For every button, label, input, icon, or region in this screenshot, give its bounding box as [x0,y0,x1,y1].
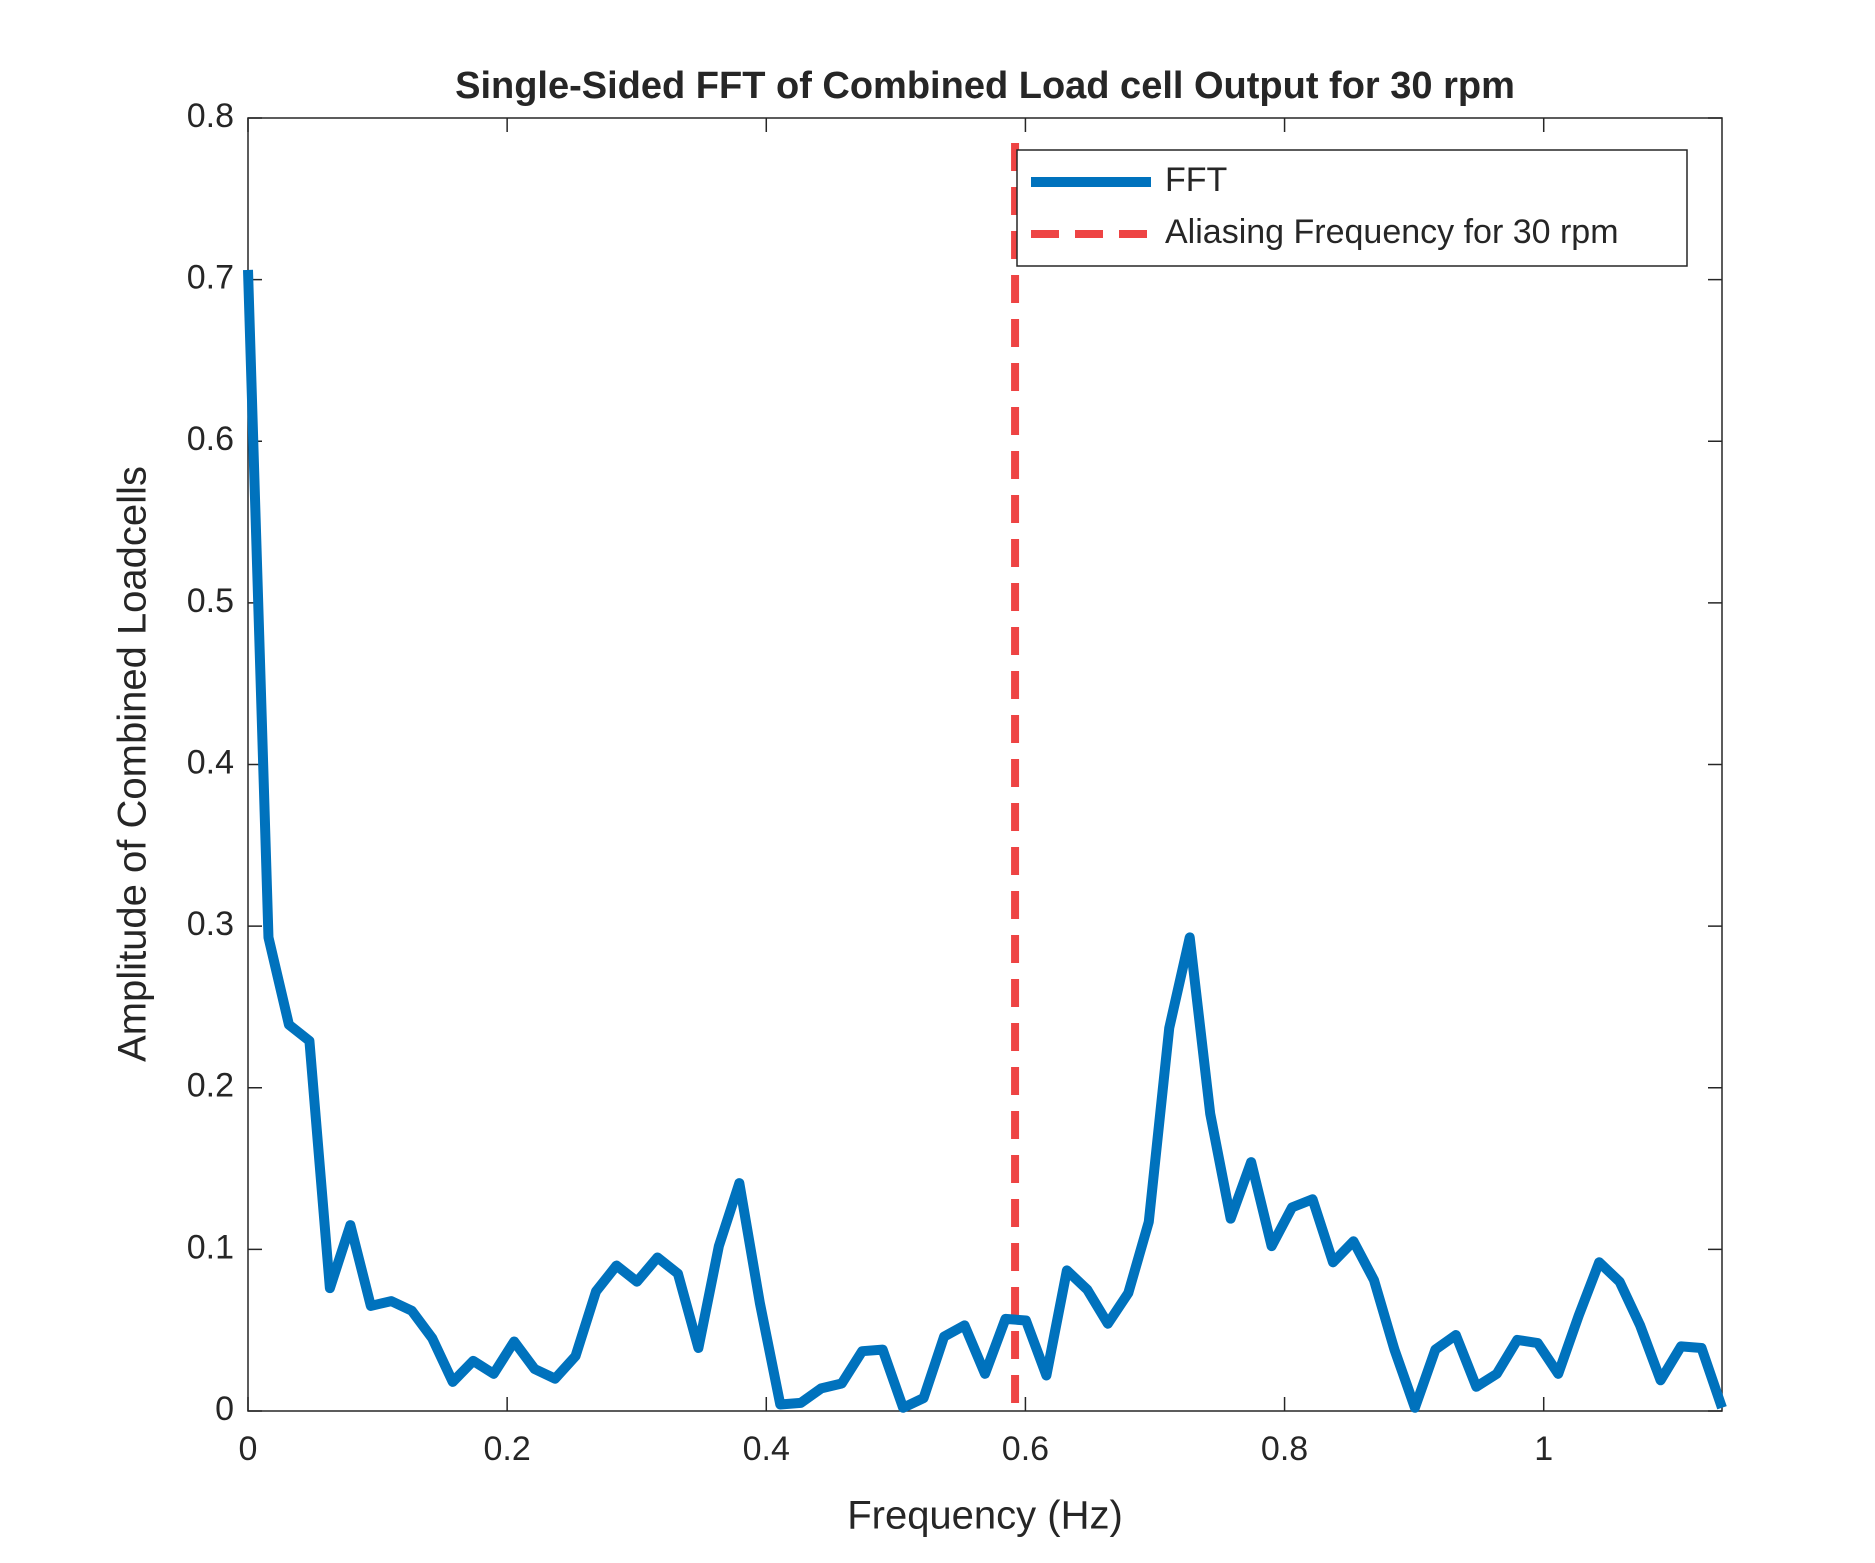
plot-frame [247,117,1723,1412]
y-axis-label: Amplitude of Combined Loadcells [111,466,155,1062]
legend-label: Aliasing Frequency for 30 rpm [1165,213,1619,251]
y-tick-label: 0.1 [187,1228,234,1266]
chart-title: Single-Sided FFT of Combined Load cell O… [455,65,1515,107]
y-tick-label: 0.7 [187,259,234,297]
y-tick-label: 0.4 [187,743,234,781]
data-line [243,269,1727,1413]
x-axis-label: Frequency (Hz) [847,1494,1123,1538]
legend-box [1016,149,1688,267]
x-tick-label: 1 [1534,1430,1553,1468]
x-tick-label: 0.8 [1261,1430,1308,1468]
y-tick-label: 0.5 [187,582,234,620]
y-tick-label: 0.3 [187,905,234,943]
y-tick-label: 0.8 [187,97,234,135]
x-tick-label: 0.4 [743,1430,790,1468]
x-tick-label: 0 [239,1430,258,1468]
y-tick-label: 0 [215,1390,234,1428]
x-tick-label: 0.2 [484,1430,531,1468]
y-tick-label: 0.2 [187,1067,234,1105]
x-tick-label: 0.6 [1002,1430,1049,1468]
legend-label: FFT [1165,161,1227,199]
y-tick-label: 0.6 [187,420,234,458]
